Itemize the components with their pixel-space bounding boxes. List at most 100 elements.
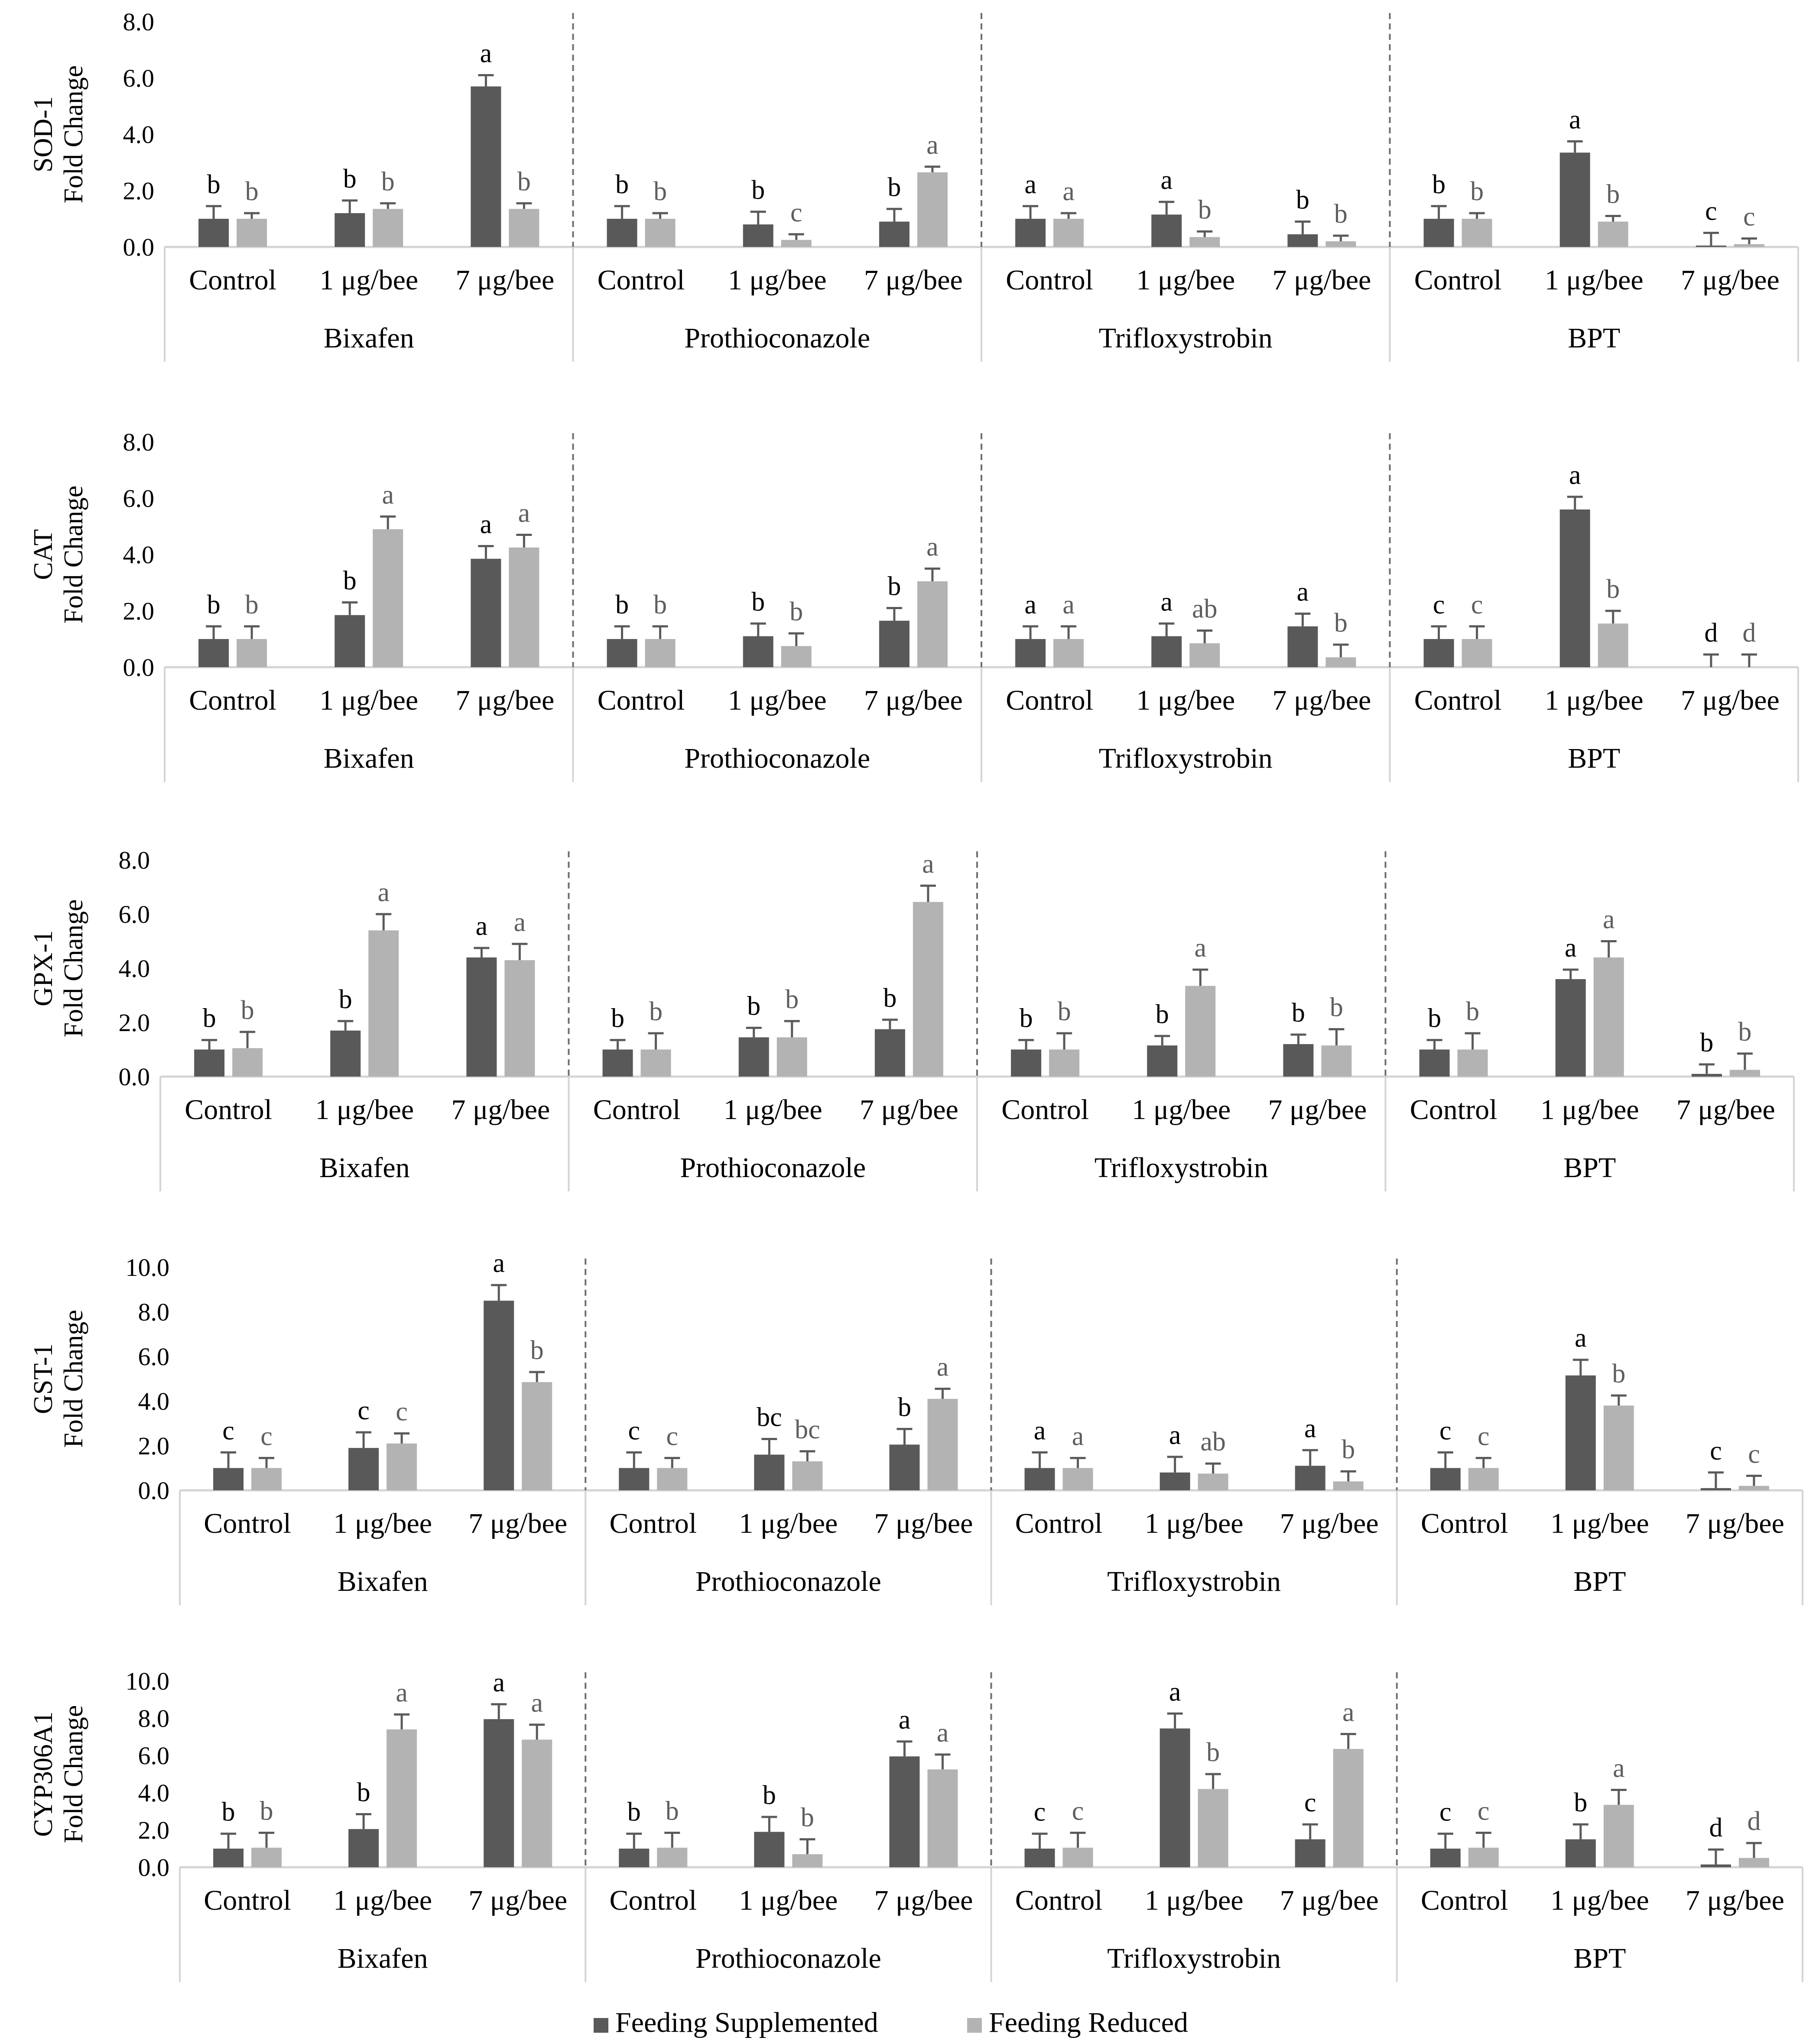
category-label: 1 μg/bee [739, 1508, 838, 1539]
bar [1691, 1074, 1722, 1077]
significance-letter: a [926, 532, 939, 562]
bar [607, 219, 637, 247]
bar [927, 1398, 958, 1490]
bar [213, 1849, 244, 1867]
significance-letter: b [1296, 185, 1309, 215]
significance-letter: b [649, 997, 663, 1026]
bar [198, 219, 229, 247]
y-tick-label: 10.0 [126, 1253, 170, 1282]
bar [1015, 639, 1046, 667]
category-label: Control [1006, 264, 1093, 296]
significance-letter: b [260, 1796, 273, 1826]
significance-letter: b [615, 590, 629, 620]
significance-letter: b [1606, 180, 1620, 209]
significance-letter: c [1471, 590, 1483, 620]
bar [368, 930, 399, 1077]
y-axis-title: CYP306A1 [29, 1711, 58, 1836]
y-axis-title: GST-1 [29, 1343, 58, 1414]
group-label: Bixafen [319, 1152, 410, 1184]
significance-letter: c [1072, 1796, 1084, 1826]
category-label: Control [1421, 1508, 1508, 1539]
category-label: Control [204, 1885, 291, 1916]
bar [1423, 639, 1454, 667]
bar [1295, 1466, 1325, 1490]
panel-1: 0.0 2.0 4.0 6.0 8.0 SOD-1 Fold Change Bixafen Co… [29, 8, 1799, 362]
bar [657, 1847, 688, 1867]
bar [1423, 219, 1454, 247]
category-label: 1 μg/bee [1132, 1094, 1231, 1126]
bar [657, 1468, 688, 1490]
significance-letter: b [1156, 999, 1169, 1029]
panel-4: 0.0 2.0 4.0 6.0 8.0 10.0 GST-1 Fold Change Bixaf… [29, 1249, 1803, 1605]
significance-letter: a [480, 39, 492, 68]
legend-swatch-supplemented [594, 2018, 608, 2033]
significance-letter: a [1062, 177, 1075, 206]
group-label: Prothioconazole [684, 743, 870, 774]
significance-letter: b [898, 1392, 911, 1422]
group-label: Trifloxystrobin [1107, 1566, 1281, 1597]
significance-letter: b [887, 572, 901, 601]
y-axis-subtitle: Fold Change [59, 899, 88, 1038]
significance-letter: b [207, 170, 221, 199]
bar [1024, 1849, 1055, 1867]
category-label: 7 μg/bee [468, 1508, 567, 1539]
category-label: Control [1414, 685, 1502, 716]
bar [1283, 1044, 1314, 1077]
significance-letter: b [751, 175, 765, 205]
group-label: BPT [1568, 743, 1620, 774]
significance-letter: c [1433, 590, 1445, 620]
y-tick-label: 6.0 [123, 64, 155, 92]
group-label: Trifloxystrobin [1107, 1943, 1281, 1974]
category-label: 7 μg/bee [1681, 685, 1780, 716]
y-tick-label: 6.0 [123, 484, 155, 513]
significance-letter: a [1297, 578, 1309, 607]
group-label: BPT [1568, 322, 1620, 354]
significance-letter: b [339, 985, 352, 1014]
category-label: 7 μg/bee [1273, 685, 1371, 716]
category-label: 1 μg/bee [1136, 685, 1235, 716]
y-tick-label: 8.0 [123, 428, 155, 456]
significance-letter: b [615, 170, 629, 199]
bar [1024, 1468, 1055, 1490]
bar [213, 1468, 244, 1490]
significance-letter: c [357, 1396, 370, 1425]
category-label: 7 μg/bee [874, 1508, 973, 1539]
y-tick-label: 0.0 [138, 1476, 170, 1505]
category-label: 1 μg/bee [319, 264, 418, 296]
significance-letter: a [382, 480, 394, 509]
category-label: 1 μg/bee [1550, 1885, 1649, 1916]
bar [373, 209, 403, 247]
category-label: 1 μg/bee [1136, 264, 1235, 296]
y-axis-title: SOD-1 [29, 96, 58, 172]
bar [387, 1443, 417, 1490]
y-tick-label: 8.0 [138, 1704, 170, 1733]
bar [1593, 957, 1624, 1077]
significance-letter: a [1169, 1421, 1181, 1450]
bar [237, 219, 267, 247]
y-tick-label: 8.0 [119, 846, 150, 874]
category-label: Control [593, 1094, 681, 1126]
bar [776, 1037, 807, 1077]
significance-letter: c [1478, 1796, 1490, 1826]
category-label: 7 μg/bee [1280, 1508, 1379, 1539]
bar [1457, 1049, 1488, 1077]
bar [1185, 986, 1216, 1077]
y-tick-label: 2.0 [138, 1432, 170, 1460]
category-label: 1 μg/bee [724, 1094, 822, 1126]
significance-letter: b [653, 590, 667, 620]
bar [237, 639, 267, 667]
significance-letter: a [1304, 1414, 1316, 1443]
bar [1321, 1045, 1352, 1077]
bar [1151, 214, 1182, 247]
significance-letter: a [922, 849, 934, 879]
bar [1738, 1858, 1769, 1867]
category-label: 7 μg/bee [456, 685, 555, 716]
group-label: Bixafen [338, 1943, 428, 1974]
category-label: Control [1410, 1094, 1497, 1126]
bar [607, 639, 637, 667]
category-label: 1 μg/bee [1550, 1508, 1649, 1539]
y-tick-label: 6.0 [138, 1742, 170, 1770]
significance-letter: b [801, 1803, 814, 1833]
significance-letter: a [1613, 1754, 1625, 1783]
